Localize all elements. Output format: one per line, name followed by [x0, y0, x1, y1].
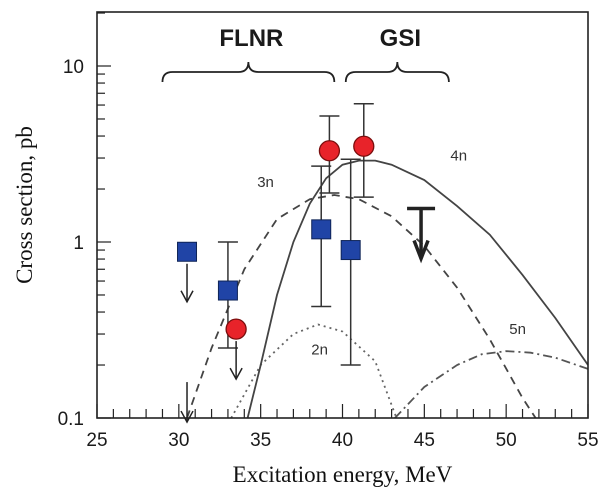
- x-tick-label: 50: [496, 430, 517, 451]
- x-tick-label: 25: [86, 430, 107, 451]
- x-tick-label: 35: [250, 430, 271, 451]
- y-tick-label: 0.1: [58, 409, 84, 430]
- y-tick-label: 10: [63, 57, 84, 78]
- x-tick-label: 45: [414, 430, 435, 451]
- region-label-gsi: GSI: [380, 25, 421, 52]
- curve-label-5n: 5n: [509, 321, 526, 338]
- curve-4n: [246, 159, 589, 419]
- circle-marker: [225, 318, 247, 340]
- curve-label-2n: 2n: [311, 341, 328, 358]
- x-tick-label: 30: [168, 430, 189, 451]
- limit-arrow-head: [180, 410, 194, 424]
- square-marker: [340, 240, 361, 261]
- region-brace-gsi: [344, 61, 450, 83]
- curve-3n: [186, 194, 537, 419]
- x-tick-label: 55: [577, 430, 598, 451]
- error-bars: [180, 103, 436, 424]
- limit-arrow-head: [180, 290, 194, 304]
- curve-2n: [230, 323, 398, 419]
- x-tick-label: 40: [332, 430, 353, 451]
- square-marker: [177, 241, 198, 262]
- curve-label-4n: 4n: [450, 148, 467, 165]
- curve-5n: [394, 350, 589, 419]
- circle-marker: [318, 140, 341, 162]
- y-tick-label: 1: [73, 233, 84, 254]
- limit-arrow-head: [229, 367, 243, 381]
- model-curves: [186, 159, 589, 419]
- square-marker: [217, 280, 238, 301]
- curve-label-3n: 3n: [257, 174, 274, 191]
- plot-axes: [96, 11, 589, 419]
- square-marker: [311, 219, 332, 240]
- data-markers: [177, 135, 375, 340]
- limit-arrow-head: [412, 239, 430, 264]
- x-axis-title: Excitation energy, MeV: [233, 462, 453, 487]
- chart-text: 25 30 35 40 45 50 55 0.1 1 10 Excitation energy, M…: [12, 25, 599, 487]
- circle-marker: [353, 135, 375, 157]
- region-brace-flnr: [161, 61, 336, 83]
- y-axis-title: Cross section, pb: [12, 126, 37, 284]
- region-label-flnr: FLNR: [219, 25, 283, 52]
